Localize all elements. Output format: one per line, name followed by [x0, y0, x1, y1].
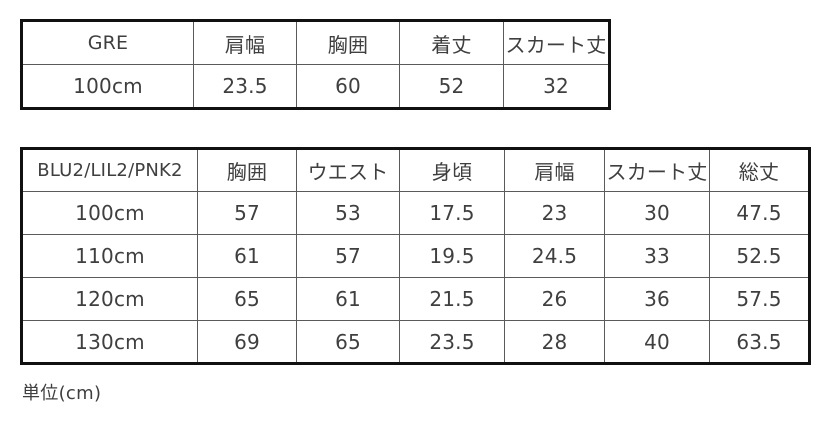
cell-chest: 60 — [296, 64, 400, 109]
cell-waist: 65 — [296, 320, 400, 364]
cell-total-length: 63.5 — [709, 320, 810, 364]
blu2-lil2-pnk2-size-table: BLU2/LIL2/PNK2 胸囲 ウエスト 身頃 肩幅 スカート丈 総丈 10… — [20, 147, 811, 365]
column-header-size: GRE — [21, 20, 194, 65]
cell-skirt-length: 33 — [604, 234, 710, 278]
cell-total-length: 52.5 — [709, 234, 810, 278]
table-row: 110cm 61 57 19.5 24.5 33 52.5 — [21, 234, 810, 278]
gre-size-table: GRE 肩幅 胸囲 着丈 スカート丈 100cm 23.5 60 52 32 — [20, 19, 611, 110]
table-header-row: BLU2/LIL2/PNK2 胸囲 ウエスト 身頃 肩幅 スカート丈 総丈 — [21, 148, 810, 192]
cell-chest: 57 — [197, 191, 297, 235]
cell-waist: 57 — [296, 234, 400, 278]
colors-table-body: BLU2/LIL2/PNK2 胸囲 ウエスト 身頃 肩幅 スカート丈 総丈 10… — [21, 148, 810, 364]
column-header-bodice: 身頃 — [399, 148, 505, 192]
cell-chest: 69 — [197, 320, 297, 364]
column-header-skirt-length: スカート丈 — [503, 20, 610, 65]
cell-waist: 53 — [296, 191, 400, 235]
column-header-size: BLU2/LIL2/PNK2 — [21, 148, 198, 192]
table-row: 130cm 69 65 23.5 28 40 63.5 — [21, 320, 810, 364]
cell-chest: 61 — [197, 234, 297, 278]
cell-chest: 65 — [197, 277, 297, 321]
cell-size: 110cm — [21, 234, 198, 278]
gre-table-body: GRE 肩幅 胸囲 着丈 スカート丈 100cm 23.5 60 52 32 — [21, 20, 610, 109]
cell-waist: 61 — [296, 277, 400, 321]
cell-size: 100cm — [21, 64, 194, 109]
column-header-body-length: 着丈 — [399, 20, 504, 65]
column-header-total-length: 総丈 — [709, 148, 810, 192]
cell-skirt-length: 40 — [604, 320, 710, 364]
cell-bodice: 23.5 — [399, 320, 505, 364]
table-row: 100cm 57 53 17.5 23 30 47.5 — [21, 191, 810, 235]
cell-shoulder-width: 23.5 — [193, 64, 297, 109]
cell-shoulder-width: 26 — [504, 277, 605, 321]
table-row: 120cm 65 61 21.5 26 36 57.5 — [21, 277, 810, 321]
cell-size: 120cm — [21, 277, 198, 321]
cell-size: 100cm — [21, 191, 198, 235]
column-header-skirt-length: スカート丈 — [604, 148, 710, 192]
column-header-chest: 胸囲 — [197, 148, 297, 192]
cell-total-length: 57.5 — [709, 277, 810, 321]
column-header-waist: ウエスト — [296, 148, 400, 192]
column-header-chest: 胸囲 — [296, 20, 400, 65]
cell-bodice: 17.5 — [399, 191, 505, 235]
cell-body-length: 52 — [399, 64, 504, 109]
table-row: 100cm 23.5 60 52 32 — [21, 64, 610, 109]
cell-skirt-length: 30 — [604, 191, 710, 235]
cell-shoulder-width: 24.5 — [504, 234, 605, 278]
cell-size: 130cm — [21, 320, 198, 364]
cell-skirt-length: 36 — [604, 277, 710, 321]
cell-shoulder-width: 23 — [504, 191, 605, 235]
column-header-shoulder-width: 肩幅 — [193, 20, 297, 65]
cell-bodice: 21.5 — [399, 277, 505, 321]
table-header-row: GRE 肩幅 胸囲 着丈 スカート丈 — [21, 20, 610, 65]
cell-bodice: 19.5 — [399, 234, 505, 278]
unit-note: 単位(cm) — [22, 383, 102, 404]
cell-total-length: 47.5 — [709, 191, 810, 235]
cell-shoulder-width: 28 — [504, 320, 605, 364]
cell-skirt-length: 32 — [503, 64, 610, 109]
column-header-shoulder-width: 肩幅 — [504, 148, 605, 192]
